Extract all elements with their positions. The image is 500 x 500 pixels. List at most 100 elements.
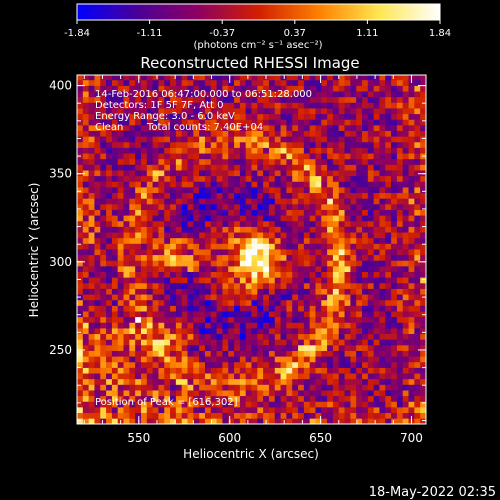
heatmap-cell <box>350 299 357 306</box>
heatmap-cell <box>204 147 212 154</box>
heatmap-cell <box>187 407 194 414</box>
heatmap-cell <box>274 266 281 273</box>
heatmap-cell <box>373 378 380 385</box>
heatmap-cell <box>385 412 392 419</box>
heatmap-cell <box>187 215 194 222</box>
heatmap-cell <box>234 79 241 86</box>
heatmap-cell <box>88 316 95 323</box>
heatmap-cell <box>263 282 270 289</box>
heatmap-cell <box>204 215 212 222</box>
heatmap-cell <box>268 119 276 126</box>
heatmap-cell <box>286 181 293 188</box>
heatmap-cell <box>216 91 223 98</box>
heatmap-cell <box>175 136 182 143</box>
heatmap-cell <box>373 153 380 160</box>
heatmap-cell <box>373 311 380 318</box>
heatmap-cell <box>123 119 130 126</box>
heatmap-cell <box>286 395 293 402</box>
heatmap-cell <box>396 125 404 131</box>
heatmap-cell <box>367 316 374 323</box>
heatmap-cell <box>175 271 182 278</box>
heatmap-cell <box>175 226 182 233</box>
heatmap-cell <box>402 305 409 312</box>
heatmap-cell <box>245 299 252 306</box>
heatmap-cell <box>303 119 310 126</box>
heatmap-cell <box>298 130 305 137</box>
heatmap-cell <box>239 232 246 239</box>
heatmap-cell <box>140 390 148 397</box>
heatmap-cell <box>298 215 305 222</box>
heatmap-cell <box>338 96 345 103</box>
heatmap-cell <box>210 232 217 239</box>
heatmap-cell <box>82 175 89 182</box>
heatmap-cell <box>106 356 113 363</box>
heatmap-cell <box>356 282 363 289</box>
heatmap-cell <box>350 187 357 194</box>
heatmap-cell <box>106 294 113 301</box>
heatmap-cell <box>216 181 223 188</box>
heatmap-cell <box>146 204 153 210</box>
heatmap-cell <box>170 305 177 312</box>
heatmap-cell <box>362 75 369 81</box>
heatmap-cell <box>234 282 241 289</box>
heatmap-cell <box>257 361 264 368</box>
heatmap-cell <box>129 192 136 199</box>
heatmap-cell <box>274 158 281 165</box>
heatmap-cell <box>332 164 340 171</box>
heatmap-cell <box>228 96 235 103</box>
heatmap-cell <box>94 305 101 312</box>
heatmap-cell <box>199 361 206 368</box>
heatmap-cell <box>117 345 124 351</box>
heatmap-cell <box>164 384 171 391</box>
heatmap-cell <box>408 220 415 227</box>
heatmap-cell <box>164 277 171 284</box>
heatmap-cell <box>263 108 270 115</box>
heatmap-cell <box>123 130 130 137</box>
heatmap-cell <box>100 418 107 424</box>
heatmap-cell <box>88 147 95 154</box>
heatmap-cell <box>251 164 258 171</box>
heatmap-cell <box>193 237 200 244</box>
heatmap-cell <box>303 407 310 414</box>
heatmap-cell <box>100 102 107 109</box>
heatmap-cell <box>234 328 241 335</box>
heatmap-cell <box>158 294 165 301</box>
heatmap-cell <box>367 299 374 306</box>
heatmap-cell <box>303 271 310 278</box>
heatmap-cell <box>298 401 305 408</box>
heatmap-cell <box>164 266 171 273</box>
heatmap-cell <box>420 378 426 385</box>
heatmap-cell <box>402 412 409 419</box>
heatmap-cell <box>117 305 124 312</box>
heatmap-cell <box>420 187 426 194</box>
heatmap-cell <box>82 79 89 86</box>
heatmap-cell <box>245 311 252 318</box>
heatmap-cell <box>228 136 235 143</box>
heatmap-cell <box>170 288 177 295</box>
heatmap-cell <box>245 153 252 160</box>
heatmap-cell <box>309 226 316 233</box>
heatmap-cell <box>356 198 363 205</box>
heatmap-cell <box>204 175 212 182</box>
heatmap-cell <box>210 367 217 374</box>
heatmap-cell <box>280 125 287 131</box>
heatmap-cell <box>303 390 310 397</box>
heatmap-cell <box>385 294 392 301</box>
heatmap-cell <box>234 350 241 357</box>
heatmap-cell <box>187 243 194 250</box>
heatmap-cell <box>135 91 142 98</box>
heatmap-cell <box>396 215 404 222</box>
heatmap-cell <box>379 412 386 419</box>
heatmap-cell <box>408 96 415 103</box>
heatmap-cell <box>350 237 357 244</box>
heatmap-cell <box>228 316 235 323</box>
heatmap-cell <box>234 418 241 424</box>
heatmap-cell <box>228 79 235 86</box>
heatmap-cell <box>362 367 369 374</box>
heatmap-cell <box>234 390 241 397</box>
heatmap-cell <box>408 198 415 205</box>
heatmap-cell <box>245 91 252 98</box>
heatmap-cell <box>263 271 270 278</box>
heatmap-cell <box>152 175 159 182</box>
heatmap-cell <box>82 294 89 301</box>
